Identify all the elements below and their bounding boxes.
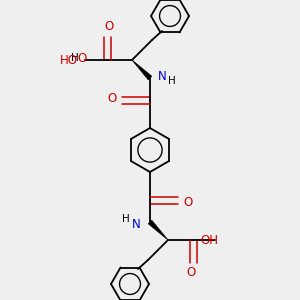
Text: O: O xyxy=(77,52,87,64)
Text: O: O xyxy=(186,266,196,280)
Text: N: N xyxy=(158,70,166,83)
Text: HO: HO xyxy=(60,53,78,67)
Text: O: O xyxy=(183,196,193,208)
Text: N: N xyxy=(132,218,140,230)
Text: O: O xyxy=(107,92,117,104)
Text: H: H xyxy=(168,76,176,86)
Polygon shape xyxy=(148,220,168,240)
Polygon shape xyxy=(132,60,152,80)
Text: H: H xyxy=(122,214,130,224)
Text: H: H xyxy=(71,53,79,63)
Text: O: O xyxy=(104,20,114,34)
Text: OH: OH xyxy=(200,233,218,247)
